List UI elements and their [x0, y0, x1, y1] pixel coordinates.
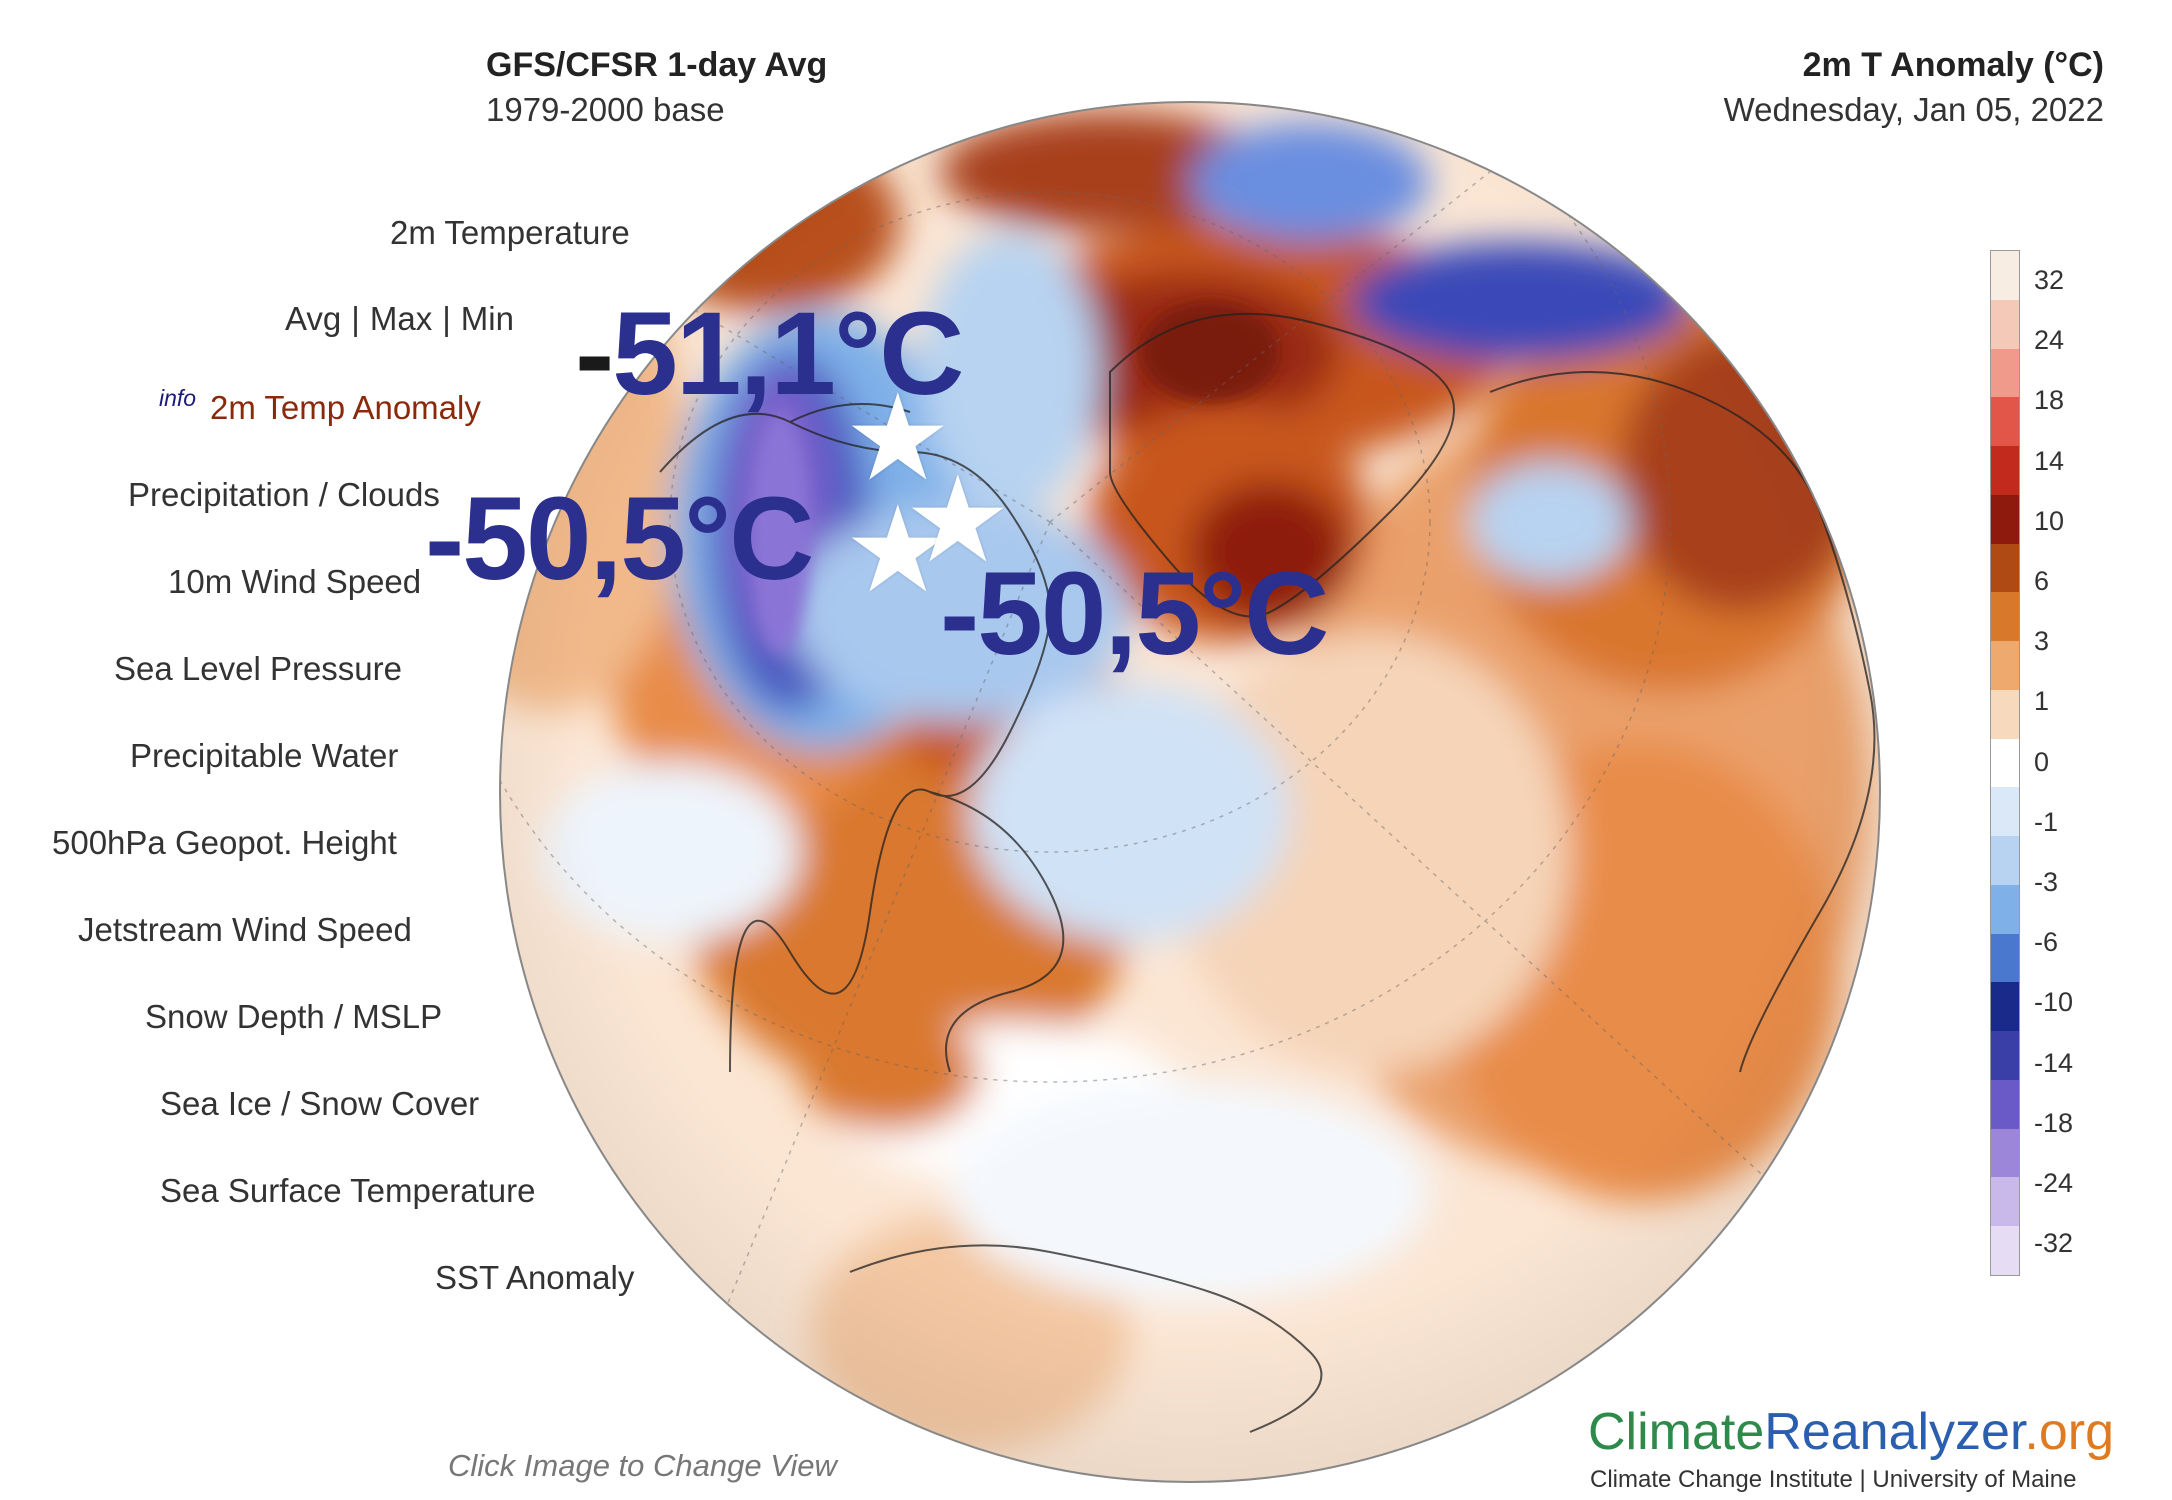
color-band — [1991, 933, 2019, 983]
avg-max-min-selector: Avg | Max | Min — [285, 300, 514, 338]
color-band — [1991, 1031, 2019, 1080]
menu-2m-temp-anomaly[interactable]: 2m Temp Anomaly — [210, 389, 481, 426]
star-icon: ★ — [844, 371, 952, 505]
menu-sst-anomaly[interactable]: SST Anomaly — [435, 1259, 635, 1296]
star-icon: ★ — [904, 453, 1012, 587]
logo-part-org: .org — [2024, 1403, 2115, 1461]
color-band — [1991, 641, 2019, 690]
separator: | — [351, 300, 360, 337]
callout-value: 50,5°C — [462, 473, 814, 605]
separator: | — [442, 300, 451, 337]
callout-sign: - — [940, 548, 979, 680]
color-band — [1991, 982, 2019, 1031]
menu-sea-surface-temperature[interactable]: Sea Surface Temperature — [160, 1172, 536, 1209]
callout-sign: - — [425, 473, 464, 605]
color-scale-tick-label: -6 — [2034, 927, 2059, 958]
logo-part-reanalyzer: Reanalyzer — [1764, 1403, 2025, 1461]
color-scale-tick-label: -18 — [2034, 1107, 2074, 1138]
menu-sea-level-pressure[interactable]: Sea Level Pressure — [114, 650, 402, 687]
logo-part-climate: Climate — [1588, 1403, 1765, 1461]
menu-500hpa-geopot-height[interactable]: 500hPa Geopot. Height — [52, 824, 397, 861]
star-icon: ★ — [844, 483, 952, 617]
color-scale-bar — [1990, 250, 2020, 1276]
color-scale-tick-label: -10 — [2034, 987, 2074, 1018]
color-scale-tick-label: -32 — [2034, 1228, 2074, 1259]
avg-link[interactable]: Avg — [285, 300, 342, 337]
color-scale-tick-label: -24 — [2034, 1168, 2074, 1198]
color-band — [1991, 1226, 2019, 1275]
min-link[interactable]: Min — [460, 300, 514, 337]
color-band — [1991, 494, 2019, 544]
color-scale-tick-label: 18 — [2034, 385, 2065, 416]
color-band — [1991, 446, 2019, 495]
color-band — [1991, 251, 2019, 300]
menu-2m-temperature[interactable]: 2m Temperature — [390, 214, 630, 251]
color-band — [1991, 787, 2019, 836]
color-scale-tick-label: 24 — [2034, 325, 2065, 356]
color-band — [1991, 543, 2019, 593]
menu-snow-depth-mslp[interactable]: Snow Depth / MSLP — [145, 998, 443, 1035]
color-band — [1991, 1079, 2019, 1129]
color-band — [1991, 836, 2019, 885]
info-link[interactable]: info — [159, 385, 197, 411]
climate-reanalyzer-logo[interactable]: ClimateReanalyzer.org — [1588, 1402, 2114, 1462]
record-callout: -50,5°C — [940, 555, 1329, 673]
color-band — [1991, 592, 2019, 641]
menu-precipitation-clouds[interactable]: Precipitation / Clouds — [128, 476, 440, 513]
color-band — [1991, 1128, 2019, 1178]
callout-sign: - — [575, 288, 614, 420]
record-callout: -51,1°C — [575, 295, 964, 413]
color-band — [1991, 689, 2019, 739]
callout-value: 50,5°C — [977, 548, 1329, 680]
color-scale-tick-label: 14 — [2034, 445, 2065, 476]
color-scale-tick-label: 0 — [2034, 746, 2050, 777]
color-band — [1991, 738, 2019, 788]
color-scale-tick-label: 10 — [2034, 505, 2065, 536]
color-scale-tick-label: -3 — [2034, 867, 2059, 897]
max-link[interactable]: Max — [369, 300, 433, 337]
color-scale-tick-label: -14 — [2034, 1047, 2074, 1078]
color-scale-tick-label: 6 — [2034, 566, 2050, 596]
product-title: GFS/CFSR 1-day Avg — [486, 46, 828, 84]
callout-value: 51,1°C — [612, 288, 964, 420]
institution-credit: Climate Change Institute | University of… — [1590, 1466, 2077, 1493]
menu-10m-wind-speed[interactable]: 10m Wind Speed — [168, 563, 422, 600]
color-band — [1991, 1177, 2019, 1226]
color-band — [1991, 348, 2019, 398]
menu-precipitable-water[interactable]: Precipitable Water — [130, 737, 399, 774]
color-band — [1991, 397, 2019, 446]
anomaly-globe-map[interactable] — [490, 92, 1890, 1492]
base-period: 1979-2000 base — [486, 91, 725, 128]
color-scale-tick-label: 32 — [2034, 265, 2065, 295]
color-scale-tick-label: 1 — [2034, 686, 2050, 717]
color-scale-tick-label: 3 — [2034, 626, 2050, 657]
color-band — [1991, 299, 2019, 349]
record-callout: -50,5°C — [425, 480, 814, 598]
variable-title: 2m T Anomaly (°C) — [1802, 46, 2104, 84]
color-band — [1991, 884, 2019, 934]
menu-jetstream-wind-speed[interactable]: Jetstream Wind Speed — [78, 911, 412, 948]
click-to-change-view-hint[interactable]: Click Image to Change View — [448, 1448, 837, 1483]
menu-sea-ice-snow-cover[interactable]: Sea Ice / Snow Cover — [160, 1085, 480, 1122]
color-scale-tick-label: -1 — [2034, 806, 2059, 837]
date-label: Wednesday, Jan 05, 2022 — [1723, 91, 2104, 128]
